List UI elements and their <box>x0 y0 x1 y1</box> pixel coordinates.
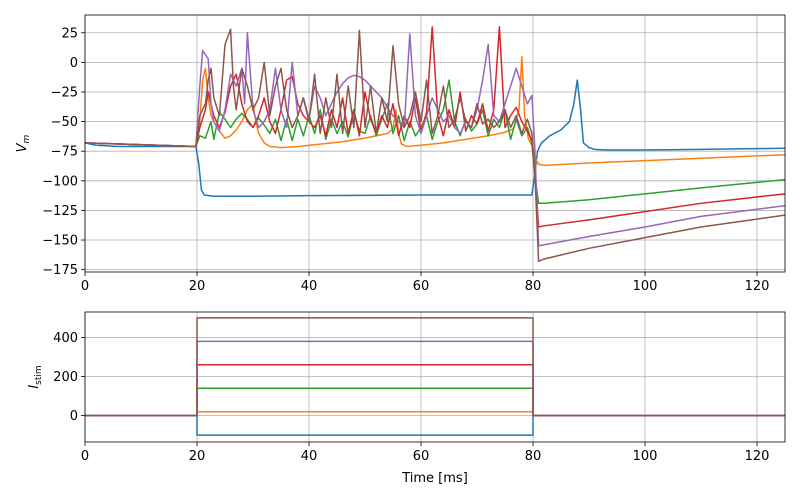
x-tick-label: 20 <box>189 279 206 294</box>
stim-axes-frame <box>84 311 786 443</box>
y-tick-label: 25 <box>61 26 78 41</box>
y-tick-label: 200 <box>53 370 78 385</box>
vm-panel: 0 20 40 60 80 100 120 25 0 −25 −50 −75 −100 −125 −150 −… <box>15 14 786 294</box>
stim-ticks: 0 20 40 60 80 100 120 400 200 0 <box>53 331 769 464</box>
vm-series-group <box>84 26 786 263</box>
y-tick-label: −175 <box>42 263 78 278</box>
x-tick-label: 80 <box>525 279 542 294</box>
vm-ylabel: Vm <box>15 134 32 152</box>
stim-series-line-6 <box>85 317 785 417</box>
x-tick-label: 60 <box>413 279 430 294</box>
x-tick-label: 20 <box>189 449 206 464</box>
stim-panel: 0 20 40 60 80 100 120 400 200 0 Istim Time [ms] <box>27 311 786 486</box>
y-tick-label: 0 <box>70 56 78 71</box>
x-tick-label: 0 <box>81 449 89 464</box>
x-tick-label: 120 <box>745 279 770 294</box>
vm-series-line-1 <box>84 79 786 197</box>
vm-series-line-6 <box>84 28 786 263</box>
y-tick-label: −150 <box>42 234 78 249</box>
stim-series-line-5 <box>85 340 785 417</box>
x-tick-label: 120 <box>745 449 770 464</box>
vm-ticks: 0 20 40 60 80 100 120 25 0 −25 −50 −75 −100 −125 −150 −… <box>42 26 769 294</box>
vm-series-line-4 <box>84 26 786 228</box>
y-tick-label: 400 <box>53 331 78 346</box>
stim-ylabel: Istim <box>27 365 44 388</box>
x-tick-label: 100 <box>633 449 658 464</box>
y-tick-label: −125 <box>42 204 78 219</box>
y-tick-label: 0 <box>70 409 78 424</box>
stim-series-line-1 <box>85 414 785 436</box>
stim-series-group <box>85 317 785 436</box>
x-tick-label: 0 <box>81 279 89 294</box>
stim-gridlines <box>84 312 785 442</box>
vm-series-line-3 <box>84 79 786 205</box>
vm-series-line-5 <box>84 32 786 247</box>
x-tick-label: 40 <box>301 279 318 294</box>
vm-axes-frame <box>84 14 786 273</box>
stim-series-line-4 <box>85 364 785 417</box>
y-tick-label: −75 <box>51 145 78 160</box>
x-tick-label: 60 <box>413 449 430 464</box>
stim-xlabel: Time [ms] <box>401 471 468 486</box>
x-tick-label: 40 <box>301 449 318 464</box>
y-tick-label: −100 <box>42 174 78 189</box>
x-tick-label: 80 <box>525 449 542 464</box>
x-tick-label: 100 <box>633 279 658 294</box>
y-tick-label: −50 <box>51 115 78 130</box>
y-tick-label: −25 <box>51 85 78 100</box>
